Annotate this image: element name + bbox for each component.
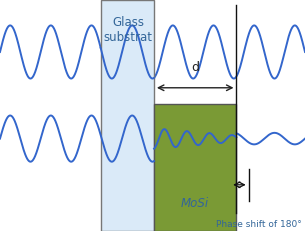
Text: d: d — [191, 61, 199, 74]
Text: MoSi: MoSi — [181, 197, 209, 210]
Bar — [154, 104, 236, 231]
Text: Phase shift of 180°: Phase shift of 180° — [216, 220, 302, 229]
Text: Glass
substrat: Glass substrat — [104, 16, 152, 44]
Bar — [101, 0, 154, 231]
